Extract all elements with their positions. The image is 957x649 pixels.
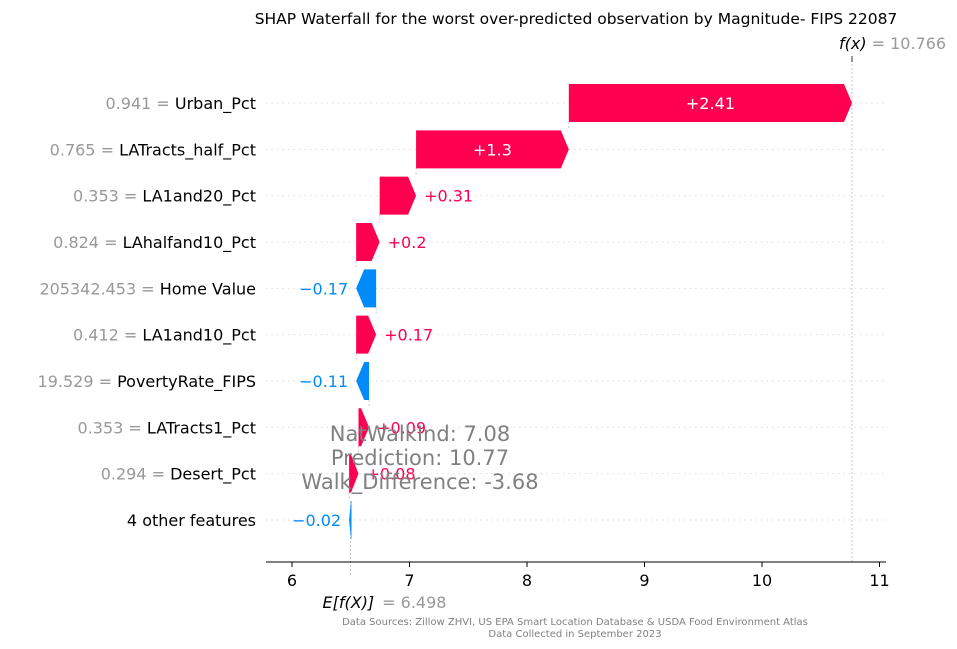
feature-name: Urban_Pct <box>175 94 256 114</box>
waterfall-bar <box>379 176 417 215</box>
feature-name: LA1and20_Pct <box>142 187 256 207</box>
feature-value: 0.353 = <box>78 418 147 437</box>
data-source-footer: Data Sources: Zillow ZHVI, US EPA Smart … <box>342 617 808 640</box>
waterfall-bar <box>416 130 569 169</box>
feature-name: LATracts1_Pct <box>147 418 256 438</box>
waterfall-bar <box>356 222 380 261</box>
feature-labels: 0.941 = Urban_Pct 0.765 = LATracts_half_P… <box>38 94 256 530</box>
final-value-number: = 10.766 <box>872 34 946 53</box>
waterfall-bars: +2.41 +1.3 +0.31 +0.2 −0.17 +0.17 −0.11 +0.09 +0… <box>292 84 853 539</box>
base-value-label: E[f(X)] = 6.498 <box>323 593 447 612</box>
x-tick-label: 7 <box>404 571 414 590</box>
feature-name: 4 other features <box>127 511 256 530</box>
feature-name: LATracts_half_Pct <box>119 140 256 160</box>
feature-name: LAhalfand10_Pct <box>123 233 256 253</box>
waterfall-bar <box>356 269 377 308</box>
shap-value-label: +0.2 <box>388 233 427 252</box>
data-source-text: Data Collected in September 2023 <box>488 629 661 640</box>
feature-name: Desert_Pct <box>170 465 256 485</box>
x-tick-label: 10 <box>752 571 772 590</box>
base-value-text: E[f(X)] = 6.498 <box>323 593 447 612</box>
x-tick-label: 11 <box>869 571 889 590</box>
x-tick-label: 9 <box>639 571 649 590</box>
feature-label: 0.765 = LATracts_half_Pct <box>50 140 256 160</box>
annotation-line: Walk_Difference: -3.68 <box>301 470 538 495</box>
shap-value-label: −0.17 <box>299 279 348 298</box>
feature-name: LA1and10_Pct <box>142 326 256 346</box>
shap-value-label: +2.41 <box>686 94 735 113</box>
base-value-symbol: E[f(X)] <box>323 593 375 612</box>
feature-value: 0.412 = <box>73 326 142 345</box>
x-axis: 6 7 8 9 10 11 <box>266 561 890 590</box>
feature-value: 0.824 = <box>53 233 122 252</box>
shap-value-label: +0.09 <box>377 418 426 437</box>
annotation-line: NatWalkInd: 7.08 <box>330 422 510 446</box>
annotation-line: Prediction: 10.77 <box>331 446 509 470</box>
feature-label: 4 other features <box>127 511 256 530</box>
final-value-text: f(x) = 10.766 <box>839 34 946 53</box>
waterfall-bar <box>356 315 377 354</box>
waterfall-bar <box>568 84 853 122</box>
feature-label: 0.412 = LA1and10_Pct <box>73 326 256 346</box>
feature-value: 0.941 = <box>106 94 175 113</box>
feature-value: 0.353 = <box>73 187 142 206</box>
final-value-label: f(x) = 10.766 <box>839 34 946 53</box>
feature-label: 19.529 = PovertyRate_FIPS <box>38 372 256 392</box>
waterfall-bar <box>349 454 359 493</box>
feature-label: 0.824 = LAhalfand10_Pct <box>53 233 256 253</box>
feature-value: 19.529 = <box>38 372 118 391</box>
feature-label: 205342.453 = Home Value <box>39 279 256 298</box>
feature-label: 0.353 = LATracts1_Pct <box>78 418 256 438</box>
feature-label: 0.941 = Urban_Pct <box>106 94 257 114</box>
waterfall-bar <box>356 361 370 400</box>
feature-value: 205342.453 = <box>39 279 159 298</box>
shap-value-label: −0.11 <box>299 372 348 391</box>
shap-value-label: +0.31 <box>424 187 473 206</box>
feature-label: 0.353 = LA1and20_Pct <box>73 187 256 207</box>
final-value-symbol: f(x) <box>839 34 867 53</box>
shap-value-label: +0.17 <box>384 326 433 345</box>
feature-label: 0.294 = Desert_Pct <box>101 465 256 485</box>
feature-value: 0.765 = <box>50 140 119 159</box>
feature-name: PovertyRate_FIPS <box>117 372 256 392</box>
shap-value-label: +0.08 <box>367 465 416 484</box>
data-source-text: Data Sources: Zillow ZHVI, US EPA Smart … <box>342 617 808 628</box>
x-tick-label: 6 <box>287 571 297 590</box>
shap-value-label: −0.02 <box>292 511 341 530</box>
chart-title: SHAP Waterfall for the worst over-predic… <box>255 10 898 28</box>
waterfall-bar <box>358 408 370 447</box>
x-tick-label: 8 <box>522 571 532 590</box>
feature-value: 0.294 = <box>101 465 170 484</box>
shap-value-label: +1.3 <box>473 140 512 159</box>
waterfall-bar <box>349 500 352 539</box>
feature-name: Home Value <box>160 279 256 298</box>
base-value-number: = 6.498 <box>382 593 446 612</box>
